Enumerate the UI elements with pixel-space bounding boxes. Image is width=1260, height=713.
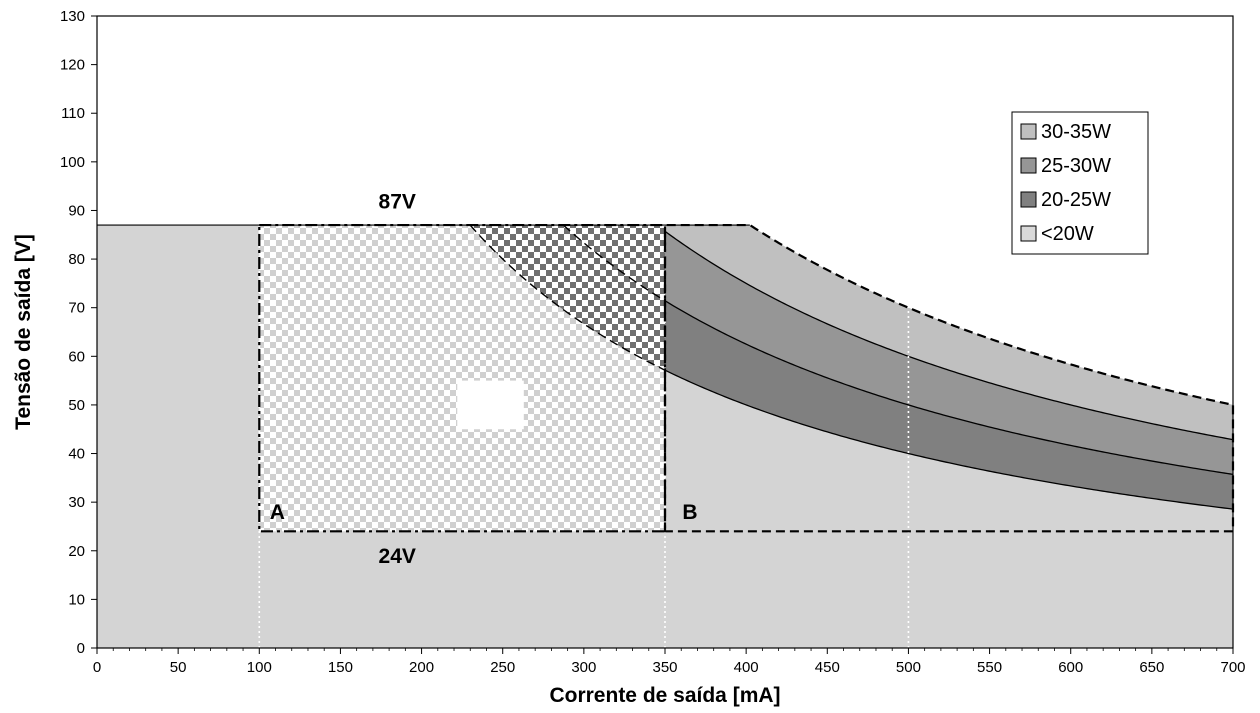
legend-swatch (1020, 123, 1037, 140)
region-a-curve-20w (469, 224, 666, 371)
x-tick-label: 650 (1139, 659, 1164, 676)
power-curve-30w (664, 230, 1233, 441)
y-tick-label: 40 (68, 446, 85, 463)
legend: 30-35W 25-30W 20-25W <20W (1011, 111, 1149, 255)
x-tick-label: 100 (247, 659, 272, 676)
x-tick-label: 250 (490, 659, 515, 676)
x-tick-label: 200 (409, 659, 434, 676)
y-tick-label: 50 (68, 397, 85, 414)
annotation-24v: 24V (379, 545, 416, 568)
x-tick-label: 350 (652, 659, 677, 676)
legend-swatch (1020, 157, 1037, 174)
x-tick-label: 550 (977, 659, 1002, 676)
legend-label: 30-35W (1041, 121, 1111, 143)
region-a-curve-25w (562, 224, 666, 302)
x-tick-label: 500 (896, 659, 921, 676)
legend-label: 20-25W (1041, 189, 1111, 211)
y-tick-label: 10 (68, 591, 85, 608)
power-curve-20w (664, 369, 1233, 510)
y-tick-label: 100 (60, 154, 85, 171)
legend-label: 25-30W (1041, 155, 1111, 177)
label-mask (457, 380, 524, 430)
x-tick-label: 700 (1220, 659, 1245, 676)
power-curve-25w (664, 300, 1233, 476)
y-tick-label: 120 (60, 57, 85, 74)
x-tick-label: 600 (1058, 659, 1083, 676)
band-30-35w (665, 225, 1233, 440)
y-tick-label: 70 (68, 300, 85, 317)
y-tick-label: 130 (60, 8, 85, 25)
x-tick-label: 400 (734, 659, 759, 676)
y-tick-label: 0 (77, 640, 85, 657)
y-tick-label: 80 (68, 251, 85, 268)
x-tick-label: 0 (93, 659, 101, 676)
y-axis-title: Tensão de saída [V] (12, 234, 35, 430)
x-tick-label: 450 (815, 659, 840, 676)
legend-swatch (1020, 191, 1037, 208)
y-tick-label: 60 (68, 348, 85, 365)
x-axis-title: Corrente de saída [mA] (549, 684, 780, 707)
y-tick-label: 20 (68, 543, 85, 560)
legend-label: <20W (1041, 223, 1094, 245)
legend-swatch (1020, 225, 1037, 242)
x-tick-label: 50 (170, 659, 187, 676)
band-25-30w (665, 231, 1233, 475)
annotation-a: A (270, 501, 285, 524)
annotation-87v: 87V (379, 191, 416, 214)
y-tick-label: 90 (68, 202, 85, 219)
annotation-b: B (682, 501, 697, 524)
x-tick-label: 300 (571, 659, 596, 676)
x-tick-label: 150 (328, 659, 353, 676)
y-tick-label: 30 (68, 494, 85, 511)
y-tick-label: 110 (61, 105, 85, 122)
region-a-border (258, 223, 667, 533)
region-a-high-power-fill (470, 225, 665, 371)
region-b-border (663, 223, 1235, 533)
band-20-25w (665, 300, 1233, 510)
